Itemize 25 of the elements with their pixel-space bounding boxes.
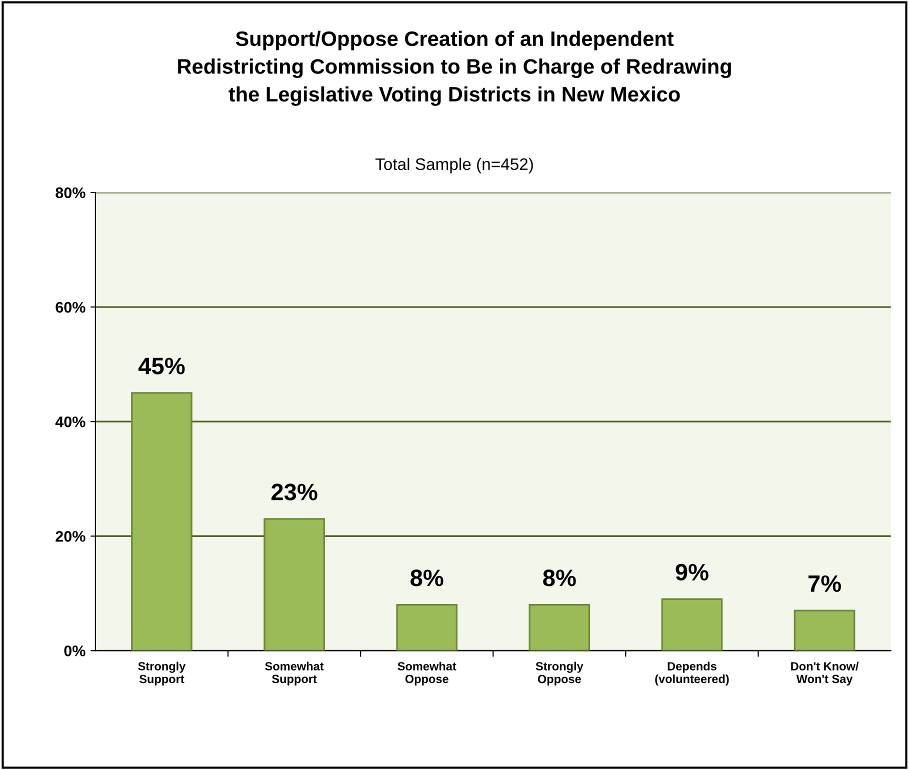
bar xyxy=(131,392,192,651)
data-label: 7% xyxy=(808,575,841,592)
data-label: 8% xyxy=(543,570,576,586)
bar xyxy=(661,598,723,651)
bar xyxy=(794,610,856,651)
x-tick-label: Somewhat Oppose xyxy=(398,662,456,686)
data-label: 9% xyxy=(676,564,708,581)
chart-subtitle: Total Sample (n=452) xyxy=(375,158,533,174)
y-tick-label: 20% xyxy=(56,530,86,542)
bar xyxy=(396,604,458,651)
y-tick-label: 80% xyxy=(56,187,86,198)
chart-title: Support/Oppose Creation of an Independent Redistricting Commission to Be in Charge of Redrawing the Legislative Voting Districts in New Mexico xyxy=(178,30,731,106)
bar xyxy=(264,518,325,651)
x-tick-label: Somewhat Support xyxy=(265,662,324,686)
y-tick-label: 40% xyxy=(55,416,86,428)
x-tick-label: Strongly Support xyxy=(138,662,186,686)
data-label: 23% xyxy=(271,484,318,500)
data-label: 8% xyxy=(410,570,444,586)
y-tick-label: 60% xyxy=(56,302,86,313)
x-tick-label: Depends (volunteered) xyxy=(655,662,729,686)
x-tick-label: Don't Know/ Won't Say xyxy=(791,662,859,686)
y-tick-label: 0% xyxy=(64,646,86,656)
data-label: 45% xyxy=(138,358,185,374)
x-tick-label: Strongly Oppose xyxy=(536,662,584,686)
bar xyxy=(528,604,590,651)
